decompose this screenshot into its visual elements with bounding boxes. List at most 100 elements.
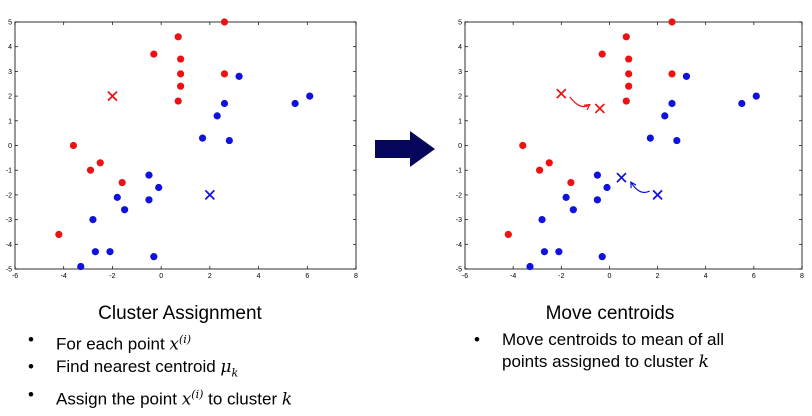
blue-data-point: [145, 171, 153, 179]
blue-data-point: [291, 99, 299, 108]
y-tick-label: 5: [458, 20, 462, 27]
blue-centroid-marker: [616, 172, 627, 183]
red-data-point: [625, 55, 633, 63]
red-data-point: [536, 166, 544, 174]
x-tick-label: -6: [12, 273, 18, 280]
blue-data-point: [145, 196, 153, 204]
red-data-point: [86, 166, 95, 174]
title-cluster-assignment: Cluster Assignment: [98, 303, 262, 324]
red-data-point: [504, 230, 512, 239]
blue-data-point: [155, 183, 163, 192]
y-tick-label: 4: [8, 44, 12, 51]
blue-centroid-marker: [204, 189, 215, 201]
x-tick-label: 6: [305, 273, 309, 280]
red-move-arrowhead: [583, 103, 591, 111]
y-tick-label: 5: [8, 20, 12, 27]
red-data-point: [174, 33, 182, 41]
centroid-stroke: [652, 189, 663, 201]
blue-data-point: [213, 112, 221, 120]
red-data-point: [69, 141, 78, 150]
y-tick-label: 1: [8, 118, 12, 125]
centroid-stroke: [204, 189, 215, 201]
bullet-assign-point: Assign the point x(i) to cluster k: [28, 384, 292, 411]
bullet-find-nearest-centroid: Find nearest centroid μk: [28, 356, 292, 384]
red-centroid-marker: [556, 88, 567, 99]
blue-data-point: [603, 183, 611, 192]
blue-data-point: [661, 112, 669, 120]
title-move-centroids: Move centroids: [545, 303, 675, 324]
red-data-point: [598, 50, 606, 58]
y-tick-label: -5: [6, 267, 12, 274]
red-data-point: [625, 82, 633, 90]
y-tick-label: 3: [458, 69, 462, 76]
red-data-point: [622, 33, 630, 41]
red-data-point: [668, 70, 676, 78]
blue-data-point: [113, 193, 121, 201]
blue-data-point: [555, 248, 563, 256]
red-data-point: [567, 178, 575, 187]
y-tick-label: 1: [458, 118, 462, 125]
y-tick-label: -5: [456, 267, 462, 274]
y-tick-label: 0: [8, 143, 12, 150]
blue-data-point: [646, 134, 654, 142]
blue-move-arrowhead: [630, 181, 637, 189]
x-tick-label: 2: [208, 273, 212, 280]
red-data-point: [96, 159, 104, 167]
blue-data-point: [682, 72, 691, 80]
x-tick-label: 8: [354, 273, 358, 280]
blue-data-point: [121, 206, 129, 214]
x-tick-label: -2: [558, 273, 564, 280]
red-data-point: [55, 230, 63, 239]
y-tick-label: 4: [458, 44, 462, 51]
red-move-arrow: [569, 96, 591, 108]
plot-frame: [14, 21, 357, 270]
blue-data-point: [220, 99, 229, 108]
blue-data-point: [77, 262, 85, 271]
blue-data-point: [593, 196, 601, 204]
y-tick-label: -2: [456, 192, 462, 199]
red-data-point: [177, 82, 185, 90]
transition-arrow: [375, 131, 435, 167]
red-data-point: [668, 18, 676, 26]
y-tick-label: 0: [458, 143, 462, 150]
red-data-point: [545, 159, 553, 167]
x-tick-label: -4: [510, 273, 516, 280]
blue-data-point: [569, 206, 577, 214]
x-tick-label: 0: [159, 273, 163, 280]
centroid-stroke: [107, 90, 118, 102]
blue-data-point: [668, 99, 676, 108]
scatter-plot-move-centroids: -6 -4 -2 0 2 4 6 8 5 4 3 2 1 0 -1 -2 -3 -4 -5: [456, 18, 804, 280]
assignment-steps: For each point x(i) Find nearest centroi…: [28, 329, 292, 411]
x-tick-label: 0: [607, 273, 611, 280]
red-data-point: [177, 55, 185, 63]
centroid-stroke: [616, 172, 627, 183]
blue-data-point: [91, 248, 99, 256]
red-data-point: [220, 18, 229, 26]
blue-centroid-marker: [652, 189, 663, 201]
red-data-point: [150, 50, 158, 58]
bullet-for-each-point: For each point x(i): [28, 329, 292, 356]
x-tick-label: -4: [61, 273, 67, 280]
blue-data-point: [593, 171, 601, 179]
plot-frame: [464, 21, 803, 270]
centroid-stroke: [556, 88, 567, 99]
x-tick-label: 6: [752, 273, 756, 280]
x-tick-label: 2: [656, 273, 660, 280]
red-centroid-marker: [594, 103, 605, 114]
blue-data-point: [562, 193, 570, 201]
x-tick-label: 4: [704, 273, 708, 280]
blue-data-point: [306, 92, 314, 100]
blue-data-point: [598, 253, 606, 261]
red-data-point: [625, 70, 633, 78]
blue-data-point: [538, 216, 546, 224]
blue-data-point: [106, 248, 114, 256]
y-tick-label: 3: [8, 69, 12, 76]
blue-data-point: [752, 92, 760, 100]
blue-data-point: [673, 136, 681, 145]
red-data-point: [622, 97, 630, 105]
blue-data-point: [150, 253, 158, 261]
red-centroid-marker: [107, 90, 118, 102]
x-tick-label: -2: [109, 273, 115, 280]
